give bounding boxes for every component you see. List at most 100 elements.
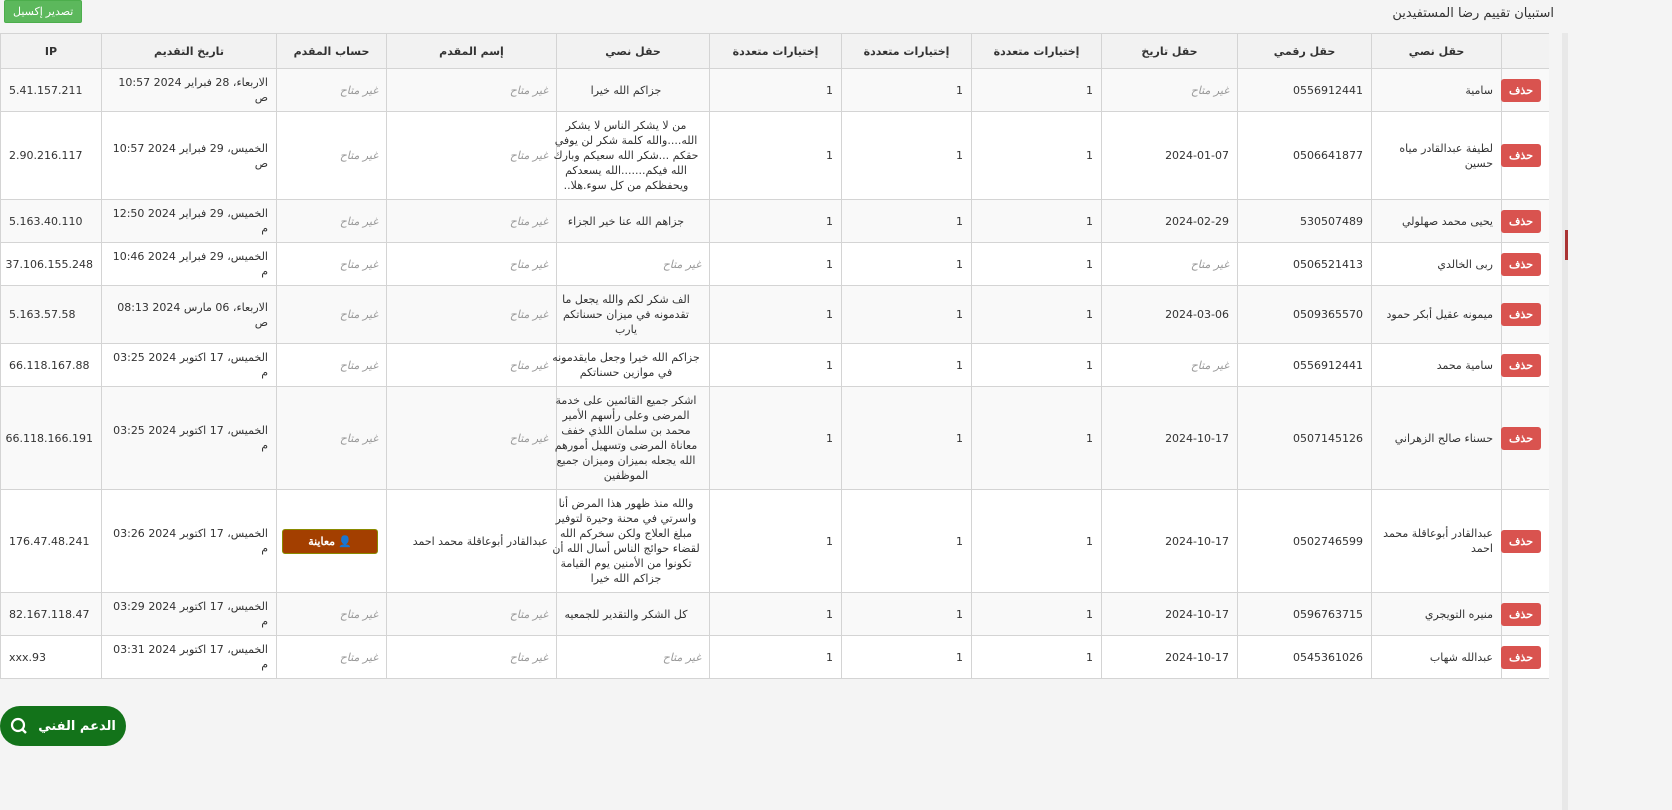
text-answer: جزاهم الله عنا خير الجزاء (567, 214, 685, 228)
table-cell: غير متاح (386, 111, 557, 200)
column-header: إختيارات متعددة (971, 33, 1102, 69)
table-row: حذف حسناء صالح الزهراني 0507145126 2024-10-… (0, 386, 1549, 490)
table-cell: 1 (841, 386, 972, 490)
table-cell: الاربعاء، 06 مارس 2024 08:13 ص (101, 285, 277, 344)
table-cell: غير متاح (1101, 343, 1238, 387)
table-row: حذف ربى الخالدي 0506521413 غير متاح 1 1 1 غير م… (0, 242, 1549, 286)
column-header: حقل نصي (1371, 33, 1502, 69)
table-cell: غير متاح (276, 386, 387, 490)
table-cell: 1 (709, 635, 842, 679)
action-cell: حذف (1501, 111, 1549, 200)
table-cell: غير متاح (276, 635, 387, 679)
delete-button[interactable]: حذف (1501, 645, 1541, 669)
table-row: حذف لطيفة عبدالقادر مياه حسين 0506641877 20… (0, 111, 1549, 200)
column-header: إختيارات متعددة (709, 33, 842, 69)
support-button[interactable]: الدعم الفني (0, 706, 126, 746)
table-cell: غير متاح (1101, 242, 1238, 286)
table-row: حذف سامية 0556912441 غير متاح 1 1 1 جزاكم الله … (0, 68, 1549, 112)
table-cell: 0596763715 (1237, 592, 1372, 636)
table-row: حذف عبدالقادر أبوعاقلة محمد احمد 050274659… (0, 489, 1549, 593)
table-cell: غير متاح (276, 199, 387, 243)
table-cell: 5.163.40.110 (0, 199, 102, 243)
text-answer: الف شكر لكم والله يجعل ما تقدمونه في ميز… (562, 293, 690, 336)
column-header: إسم المقدم (386, 33, 557, 69)
table-cell: 2024-10-17 (1101, 592, 1238, 636)
table-cell: جزاهم الله عنا خير الجزاء (556, 199, 710, 243)
action-cell: حذف (1501, 285, 1549, 344)
action-cell: حذف (1501, 343, 1549, 387)
table-cell: 1 (841, 489, 972, 593)
table-cell: غير متاح (276, 111, 387, 200)
table-cell: غير متاح (1101, 68, 1238, 112)
table-cell: كل الشكر والتقدير للجمعيه (556, 592, 710, 636)
table-cell: ميمونه عقيل أبكر حمود (1371, 285, 1502, 344)
column-header: حقل نصي (556, 33, 710, 69)
table-cell: منيره التويجري (1371, 592, 1502, 636)
table-cell: الاربعاء، 28 فبراير 2024 10:57 ص (101, 68, 277, 112)
table-row: حذف ميمونه عقيل أبكر حمود 0509365570 2024-0… (0, 285, 1549, 344)
support-label: الدعم الفني (38, 718, 116, 734)
view-label: معاينة (308, 535, 336, 548)
delete-button[interactable]: حذف (1501, 209, 1541, 233)
table-cell: 1 (841, 343, 972, 387)
table-cell: 176.47.48.241 (0, 489, 102, 593)
table-cell: يحيى محمد صهلولي (1371, 199, 1502, 243)
export-excel-button[interactable]: تصدير إكسيل (4, 0, 83, 23)
action-cell: حذف (1501, 242, 1549, 286)
table-cell: 2.90.216.117 (0, 111, 102, 200)
table-cell: من لا يشكر الناس لا يشكر الله....والله ك… (554, 111, 710, 200)
table-cell: الف شكر لكم والله يجعل ما تقدمونه في ميز… (556, 285, 710, 344)
table-cell: 1 (709, 343, 842, 387)
table-cell: 1 (971, 68, 1102, 112)
delete-button[interactable]: حذف (1501, 252, 1541, 276)
table-cell: الخميس، 17 اكتوبر 2024 03:25 م (101, 343, 277, 387)
table-cell: غير متاح (386, 199, 557, 243)
delete-button[interactable]: حذف (1501, 602, 1541, 626)
table-cell: 1 (841, 68, 972, 112)
table-cell: 1 (709, 199, 842, 243)
column-header: حساب المقدم (276, 33, 387, 69)
table-row: حذف يحيى محمد صهلولي 530507489 2024-02-29 1 1… (0, 199, 1549, 243)
scrollbar-thumb[interactable] (1565, 230, 1568, 260)
delete-button[interactable]: حذف (1501, 426, 1541, 450)
table-cell: عبدالقادر أبوعاقلة محمد احمد (386, 489, 557, 593)
table-cell: 1 (971, 285, 1102, 344)
table-cell: 1 (971, 635, 1102, 679)
delete-button[interactable]: حذف (1501, 353, 1541, 377)
view-account-button[interactable]: 👤 معاينة (282, 528, 378, 554)
table-cell: 0502746599 (1237, 489, 1372, 593)
search-chat-icon (11, 717, 28, 734)
table-cell: 66.118.166.191 (0, 386, 102, 490)
delete-button[interactable]: حذف (1501, 144, 1541, 167)
table-cell: 1 (709, 242, 842, 286)
table-cell: غير متاح (386, 386, 557, 490)
table-cell: غير متاح (386, 343, 557, 387)
delete-button[interactable]: حذف (1501, 78, 1541, 102)
table-cell: 👤 معاينة (276, 489, 387, 593)
table-cell: سامية محمد (1371, 343, 1502, 387)
text-answer: اشكر جميع القائمين على خدمة المرضى وعلى … (554, 394, 698, 482)
table-cell: 1 (841, 242, 972, 286)
responses-table: حقل نصي حقل رقمي حقل تاريخ إختيارات متعددة إ… (0, 33, 1549, 679)
table-cell: 1 (971, 343, 1102, 387)
column-header: IP (0, 33, 102, 69)
table-row: حذف سامية محمد 0556912441 غير متاح 1 1 1 جزاكم … (0, 343, 1549, 387)
table-cell: 1 (841, 635, 972, 679)
text-answer: كل الشكر والتقدير للجمعيه (564, 607, 688, 621)
delete-button[interactable]: حذف (1501, 529, 1541, 553)
table-cell: 1 (709, 592, 842, 636)
delete-button[interactable]: حذف (1501, 303, 1541, 326)
table-cell: 0507145126 (1237, 386, 1372, 490)
action-cell: حذف (1501, 489, 1549, 593)
table-row: حذف عبدالله شهاب 0545361026 2024-10-17 1 1 1 غي… (0, 635, 1549, 679)
table-cell: غير متاح (276, 343, 387, 387)
table-cell: الخميس، 17 اكتوبر 2024 03:31 م (101, 635, 277, 679)
table-header-row: حقل نصي حقل رقمي حقل تاريخ إختيارات متعددة إ… (0, 33, 1549, 69)
scrollbar[interactable] (1562, 33, 1568, 810)
table-cell: الخميس، 17 اكتوبر 2024 03:25 م (101, 386, 277, 490)
table-cell: 1 (709, 285, 842, 344)
table-cell: غير متاح (386, 635, 557, 679)
table-cell: 2024-10-17 (1101, 635, 1238, 679)
table-cell: 2024-10-17 (1101, 386, 1238, 490)
table-cell: الخميس، 17 اكتوبر 2024 03:29 م (101, 592, 277, 636)
